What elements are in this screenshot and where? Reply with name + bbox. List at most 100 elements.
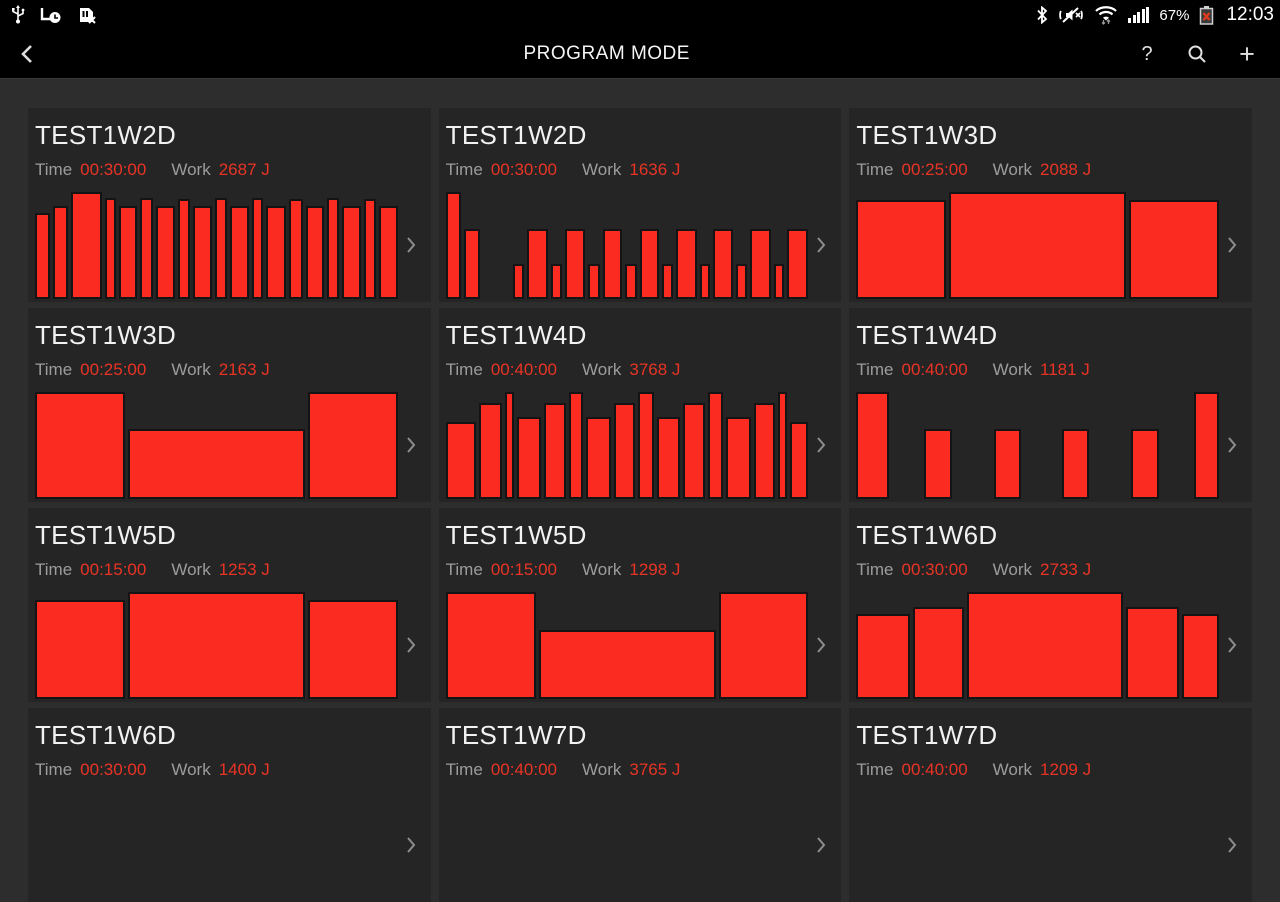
chart-bar <box>527 229 548 299</box>
time-label: Time <box>35 159 73 179</box>
chevron-right-icon[interactable] <box>398 792 424 899</box>
chart-bar <box>104 198 116 299</box>
work-value: 3765 J <box>629 759 681 779</box>
program-card[interactable]: TEST1W5D Time 00:15:00 Work 1253 J <box>28 508 431 702</box>
chart-bar <box>568 391 584 499</box>
program-card[interactable]: TEST1W7D Time 00:40:00 Work 3765 J <box>438 708 842 902</box>
chart-bar <box>773 263 785 299</box>
back-icon[interactable] <box>14 39 40 69</box>
help-button[interactable]: ? <box>1141 42 1153 65</box>
program-card[interactable]: TEST1W4D Time 00:40:00 Work 3768 J <box>438 308 842 502</box>
chart-bar <box>708 391 723 499</box>
chart-bar <box>445 191 462 299</box>
status-clock: 12:03 <box>1226 4 1274 25</box>
program-meta: Time 00:15:00 Work 1253 J <box>35 560 424 580</box>
chart-bar <box>856 391 890 499</box>
chart-bar <box>127 591 305 699</box>
program-bar-chart <box>446 792 809 899</box>
add-program-button[interactable]: + <box>1239 38 1255 69</box>
time-value: 00:25:00 <box>901 159 968 179</box>
chart-bar <box>639 229 660 299</box>
chart-bar <box>924 429 952 499</box>
work-value: 2733 J <box>1040 559 1092 579</box>
chart-bar <box>538 630 717 699</box>
chart-bar <box>307 600 398 699</box>
chevron-right-icon[interactable] <box>808 592 834 699</box>
chevron-right-icon[interactable] <box>1219 592 1245 699</box>
work-label: Work <box>582 759 622 779</box>
chart-bar <box>614 402 636 499</box>
program-card[interactable]: TEST1W3D Time 00:25:00 Work 2088 J <box>849 108 1252 302</box>
chart-bar <box>586 416 612 499</box>
chart-bar <box>252 198 264 299</box>
chart-bar <box>912 606 964 699</box>
program-meta: Time 00:40:00 Work 3765 J <box>446 760 835 780</box>
chart-bar <box>178 199 191 299</box>
time-value: 00:30:00 <box>80 159 147 179</box>
chevron-right-icon[interactable] <box>1219 392 1245 499</box>
chart-bar <box>289 199 303 299</box>
program-bar-chart <box>35 792 398 899</box>
chart-bar <box>750 229 771 299</box>
work-label: Work <box>171 759 211 779</box>
program-meta: Time 00:40:00 Work 3768 J <box>446 360 835 380</box>
program-bar-chart <box>35 591 398 699</box>
program-meta: Time 00:40:00 Work 1209 J <box>856 760 1245 780</box>
time-value: 00:40:00 <box>490 759 557 779</box>
program-card[interactable]: TEST1W6D Time 00:30:00 Work 2733 J <box>849 508 1252 702</box>
program-bar-chart <box>445 391 809 499</box>
chevron-right-icon[interactable] <box>808 192 834 299</box>
work-label: Work <box>992 559 1033 579</box>
program-meta: Time 00:30:00 Work 2687 J <box>35 160 424 180</box>
chart-bar <box>856 614 910 699</box>
work-value: 2163 J <box>218 359 270 379</box>
program-card[interactable]: TEST1W3D Time 00:25:00 Work 2163 J <box>28 308 431 502</box>
chevron-right-icon[interactable] <box>808 392 834 499</box>
program-meta: Time 00:25:00 Work 2163 J <box>35 360 424 380</box>
chevron-right-icon[interactable] <box>808 792 834 899</box>
chevron-right-icon[interactable] <box>1219 792 1245 899</box>
program-card[interactable]: TEST1W7D Time 00:40:00 Work 1209 J <box>849 708 1252 902</box>
program-bar-chart <box>856 191 1219 299</box>
chart-bar <box>564 229 586 299</box>
program-card[interactable]: TEST1W2D Time 00:30:00 Work 1636 J <box>438 108 842 302</box>
chart-bar <box>307 391 398 499</box>
program-card[interactable]: TEST1W4D Time 00:40:00 Work 1181 J <box>849 308 1252 502</box>
work-value: 1209 J <box>1040 759 1092 779</box>
work-value: 1181 J <box>1040 359 1090 379</box>
chart-bar <box>516 416 542 499</box>
chart-bar <box>1131 429 1159 499</box>
work-label: Work <box>171 359 211 379</box>
work-label: Work <box>582 559 622 579</box>
program-card[interactable]: TEST1W6D Time 00:30:00 Work 1400 J <box>28 708 431 902</box>
program-card[interactable]: TEST1W5D Time 00:15:00 Work 1298 J <box>438 508 842 702</box>
work-value: 1298 J <box>629 559 681 579</box>
chevron-right-icon[interactable] <box>398 192 424 299</box>
program-meta: Time 00:40:00 Work 1181 J <box>856 360 1245 380</box>
chevron-right-icon[interactable] <box>398 392 424 499</box>
chart-bar <box>993 429 1022 499</box>
chevron-right-icon[interactable] <box>398 592 424 699</box>
time-label: Time <box>856 359 894 379</box>
chart-bar <box>725 416 751 499</box>
program-title: TEST1W3D <box>856 120 998 150</box>
chart-bar <box>35 600 125 699</box>
chart-bar <box>588 263 600 299</box>
program-card[interactable]: TEST1W2D Time 00:30:00 Work 2687 J <box>28 108 431 302</box>
work-value: 3768 J <box>629 359 681 379</box>
chart-bar <box>778 391 788 499</box>
time-value: 00:25:00 <box>80 359 147 379</box>
chart-bar <box>966 591 1124 699</box>
program-bar-chart <box>445 191 809 299</box>
chart-bar <box>682 402 705 499</box>
search-icon[interactable] <box>1184 39 1210 69</box>
work-label: Work <box>992 359 1033 379</box>
time-label: Time <box>445 559 483 579</box>
time-label: Time <box>35 759 73 779</box>
program-bar-chart <box>856 591 1219 699</box>
time-label: Time <box>35 559 73 579</box>
work-label: Work <box>582 159 622 179</box>
program-mode-content: TEST1W2D Time 00:30:00 Work 2687 J TEST1… <box>0 79 1280 902</box>
chevron-right-icon[interactable] <box>1219 192 1245 299</box>
chart-bar <box>856 200 947 299</box>
